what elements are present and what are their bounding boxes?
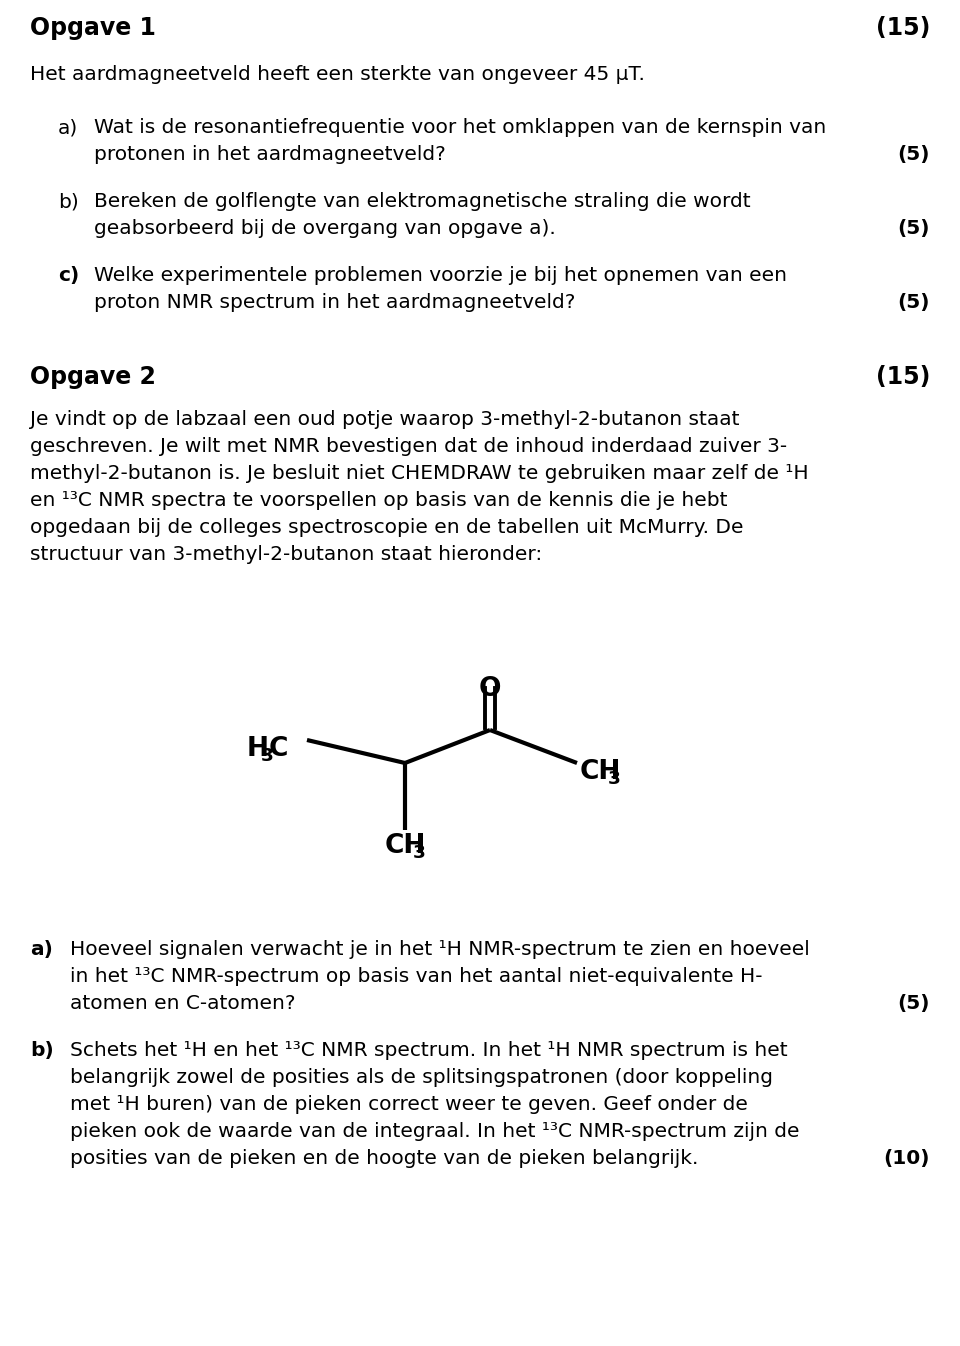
Text: CH: CH [385, 833, 426, 859]
Text: structuur van 3-methyl-2-butanon staat hieronder:: structuur van 3-methyl-2-butanon staat h… [30, 545, 542, 564]
Text: pieken ook de waarde van de integraal. In het ¹³C NMR-spectrum zijn de: pieken ook de waarde van de integraal. I… [70, 1123, 800, 1141]
Text: (10): (10) [883, 1149, 930, 1168]
Text: Wat is de resonantiefrequentie voor het omklappen van de kernspin van: Wat is de resonantiefrequentie voor het … [94, 118, 827, 137]
Text: Je vindt op de labzaal een oud potje waarop 3-methyl-2-butanon staat: Je vindt op de labzaal een oud potje waa… [30, 411, 739, 429]
Text: Schets het ¹H en het ¹³C NMR spectrum. In het ¹H NMR spectrum is het: Schets het ¹H en het ¹³C NMR spectrum. I… [70, 1040, 787, 1061]
Text: c): c) [58, 267, 80, 285]
Text: methyl-2-butanon is. Je besluit niet CHEMDRAW te gebruiken maar zelf de ¹H: methyl-2-butanon is. Je besluit niet CHE… [30, 464, 808, 483]
Text: (5): (5) [898, 293, 930, 312]
Text: Welke experimentele problemen voorzie je bij het opnemen van een: Welke experimentele problemen voorzie je… [94, 267, 787, 285]
Text: met ¹H buren) van de pieken correct weer te geven. Geef onder de: met ¹H buren) van de pieken correct weer… [70, 1096, 748, 1114]
Text: a): a) [58, 118, 79, 137]
Text: en ¹³C NMR spectra te voorspellen op basis van de kennis die je hebt: en ¹³C NMR spectra te voorspellen op bas… [30, 491, 728, 510]
Text: (5): (5) [898, 145, 930, 164]
Text: Het aardmagneetveld heeft een sterkte van ongeveer 45 μT.: Het aardmagneetveld heeft een sterkte va… [30, 65, 645, 83]
Text: in het ¹³C NMR-spectrum op basis van het aantal niet-equivalente H-: in het ¹³C NMR-spectrum op basis van het… [70, 966, 762, 987]
Text: belangrijk zowel de posities als de splitsingspatronen (door koppeling: belangrijk zowel de posities als de spli… [70, 1067, 773, 1088]
Text: 3: 3 [413, 844, 426, 861]
Text: opgedaan bij de colleges spectroscopie en de tabellen uit McMurry. De: opgedaan bij de colleges spectroscopie e… [30, 518, 743, 537]
Text: proton NMR spectrum in het aardmagneetveld?: proton NMR spectrum in het aardmagneetve… [94, 293, 575, 312]
Text: b): b) [58, 192, 79, 211]
Text: (15): (15) [876, 16, 930, 40]
Text: Bereken de golflengte van elektromagnetische straling die wordt: Bereken de golflengte van elektromagneti… [94, 192, 751, 211]
Text: b): b) [30, 1040, 54, 1061]
Text: (5): (5) [898, 993, 930, 1014]
Text: (15): (15) [876, 365, 930, 389]
Text: posities van de pieken en de hoogte van de pieken belangrijk.: posities van de pieken en de hoogte van … [70, 1149, 698, 1168]
Text: H: H [247, 736, 269, 762]
Text: Opgave 2: Opgave 2 [30, 365, 156, 389]
Text: geabsorbeerd bij de overgang van opgave a).: geabsorbeerd bij de overgang van opgave … [94, 219, 556, 238]
Text: C: C [269, 736, 288, 762]
Text: atomen en C-atomen?: atomen en C-atomen? [70, 993, 296, 1014]
Text: protonen in het aardmagneetveld?: protonen in het aardmagneetveld? [94, 145, 445, 164]
Text: a): a) [30, 940, 53, 958]
Text: 3: 3 [261, 747, 274, 765]
Text: Opgave 1: Opgave 1 [30, 16, 156, 40]
Text: geschreven. Je wilt met NMR bevestigen dat de inhoud inderdaad zuiver 3-: geschreven. Je wilt met NMR bevestigen d… [30, 437, 787, 456]
Text: O: O [479, 676, 501, 703]
Text: Hoeveel signalen verwacht je in het ¹H NMR-spectrum te zien en hoeveel: Hoeveel signalen verwacht je in het ¹H N… [70, 940, 809, 958]
Text: 3: 3 [608, 770, 621, 787]
Text: (5): (5) [898, 219, 930, 238]
Text: CH: CH [580, 759, 621, 785]
